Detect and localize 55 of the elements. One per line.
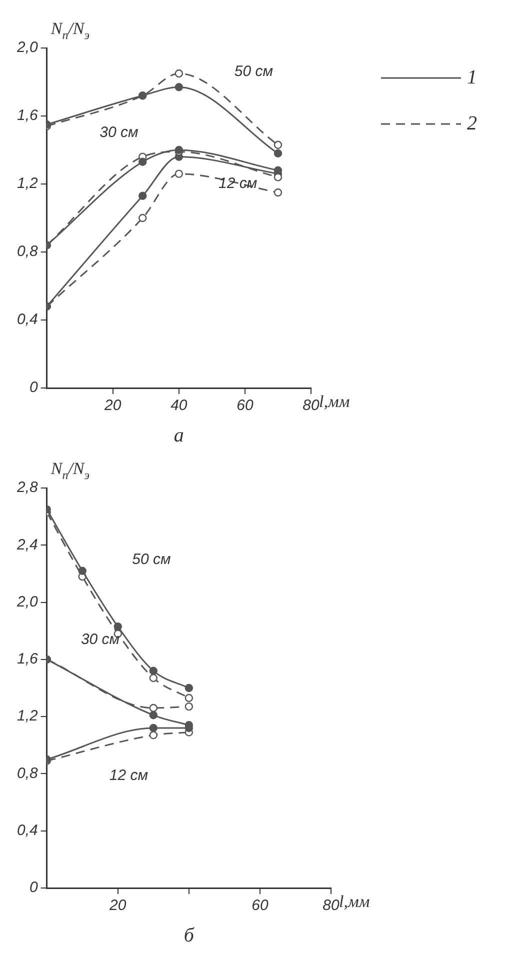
x-tick-label: 80 [322, 897, 340, 914]
legend-label: 1 [467, 66, 477, 88]
point [184, 694, 194, 702]
y-tick-label: 0,8 [16, 764, 38, 782]
y-tick-label: 2,4 [16, 536, 38, 554]
text: а [174, 424, 184, 446]
x-axis-title: l,мм [319, 392, 350, 411]
point [274, 173, 282, 182]
annotation: 50 см [234, 62, 274, 80]
annotation: 12 см [218, 175, 258, 192]
annotation: 30 см [100, 124, 138, 142]
point [149, 674, 158, 682]
point [138, 214, 147, 222]
x-tick-label: 20 [108, 897, 127, 914]
point [138, 158, 147, 166]
y-tick-label: 1,2 [16, 708, 38, 725]
point [184, 702, 194, 711]
y-tick-label: 2,0 [16, 39, 38, 56]
x-tick-label: 60 [236, 397, 254, 414]
point [149, 704, 158, 712]
point [274, 149, 282, 158]
y-tick-label: 0 [30, 379, 39, 396]
y-tick-label: 0,4 [16, 822, 38, 840]
x-tick-label: 40 [170, 397, 188, 414]
point [138, 192, 147, 200]
y-tick-label: 2,0 [16, 593, 38, 610]
x-tick-label: 80 [302, 397, 320, 414]
point [274, 166, 282, 174]
y-tick-label: 1,2 [16, 175, 38, 192]
x-tick-label: 60 [252, 897, 269, 914]
x-tick-label: 20 [104, 397, 122, 414]
y-tick-label: 1,6 [16, 650, 38, 668]
point [149, 731, 158, 740]
y-tick-label: 0 [30, 879, 39, 896]
point [149, 724, 158, 732]
annotation: 12 см [109, 767, 148, 784]
x-axis-title: l,мм [339, 892, 370, 911]
point [174, 170, 184, 178]
y-tick-label: 1,6 [16, 107, 38, 124]
legend-label: 2 [467, 112, 477, 134]
point [149, 666, 158, 675]
point [149, 711, 158, 720]
point [78, 566, 86, 575]
annotation: 30 см [80, 631, 120, 648]
point [174, 83, 184, 92]
text: б [184, 924, 195, 946]
y-tick-label: 0,8 [16, 243, 38, 260]
point [174, 69, 184, 78]
point [274, 188, 282, 197]
y-tick-label: 2,8 [16, 479, 38, 496]
annotation: 50 см [132, 551, 171, 568]
point [274, 140, 282, 149]
y-tick-label: 0,4 [16, 311, 38, 328]
point [184, 684, 194, 692]
point [114, 622, 122, 631]
